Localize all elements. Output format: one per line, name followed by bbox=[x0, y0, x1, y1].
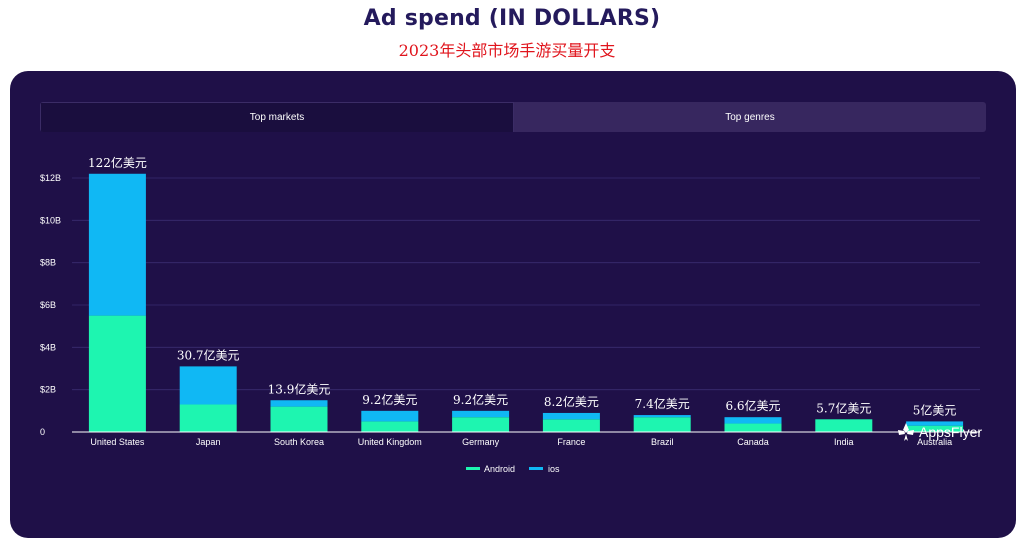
y-tick-label: 0 bbox=[40, 427, 45, 437]
bar-android-7 bbox=[724, 423, 782, 432]
x-tick-label: Germany bbox=[462, 437, 500, 447]
x-tick-label: United States bbox=[90, 437, 145, 447]
data-label: 9.2亿美元 bbox=[453, 392, 508, 407]
appsflyer-logo: AppsFlyer bbox=[895, 421, 982, 443]
chart-panel: Top markets Top genres bbox=[10, 71, 1016, 538]
bar-ios-9 bbox=[906, 421, 964, 426]
y-tick-label: $10B bbox=[40, 215, 61, 225]
data-label: 6.6亿美元 bbox=[725, 398, 780, 413]
bar-android-5 bbox=[542, 419, 600, 432]
y-tick-label: $8B bbox=[40, 258, 56, 268]
data-label: 13.9亿美元 bbox=[268, 381, 331, 396]
data-label: 5亿美元 bbox=[913, 402, 957, 417]
x-tick-label: South Korea bbox=[274, 437, 324, 447]
bar-android-8 bbox=[815, 419, 873, 432]
y-tick-label: $2B bbox=[40, 385, 56, 395]
x-tick-label: Australia bbox=[917, 437, 952, 447]
bar-ios-4 bbox=[452, 410, 510, 418]
tab-top-genres[interactable]: Top genres bbox=[725, 111, 775, 123]
data-label: 7.4亿美元 bbox=[635, 396, 690, 411]
brand-name: AppsFlyer bbox=[919, 424, 983, 440]
data-label: 122亿美元 bbox=[88, 155, 147, 170]
y-tick-label: $6B bbox=[40, 300, 56, 310]
data-label: 5.7亿美元 bbox=[816, 400, 871, 415]
y-tick-label: $12B bbox=[40, 173, 61, 183]
x-tick-label: Brazil bbox=[651, 437, 674, 447]
data-label: 9.2亿美元 bbox=[362, 392, 417, 407]
bar-android-2 bbox=[270, 406, 328, 432]
bar-ios-0 bbox=[88, 173, 146, 316]
bar-ios-2 bbox=[270, 400, 328, 407]
page-title: Ad spend (IN DOLLARS) bbox=[363, 6, 661, 31]
x-tick-label: India bbox=[834, 437, 854, 447]
appsflyer-logo-icon bbox=[898, 423, 914, 441]
legend-swatch-ios bbox=[529, 467, 543, 470]
bar-ios-7 bbox=[724, 417, 782, 424]
x-tick-label: Canada bbox=[737, 437, 769, 447]
bar-ios-6 bbox=[633, 415, 691, 418]
page-subtitle: 2023年头部市场手游买量开支 bbox=[398, 41, 616, 60]
bar-android-0 bbox=[88, 315, 146, 432]
bar-android-6 bbox=[633, 417, 691, 432]
tab-bar: Top markets Top genres bbox=[40, 102, 986, 132]
data-label: 30.7亿美元 bbox=[177, 347, 240, 362]
bar-android-1 bbox=[179, 404, 237, 432]
y-tick-label: $4B bbox=[40, 342, 56, 352]
x-tick-label: Japan bbox=[196, 437, 221, 447]
data-label: 8.2亿美元 bbox=[544, 394, 599, 409]
bar-ios-3 bbox=[361, 410, 419, 422]
legend-label-ios: ios bbox=[548, 464, 560, 474]
x-tick-label: United Kingdom bbox=[358, 437, 422, 447]
legend-swatch-android bbox=[466, 467, 480, 470]
legend-label-android: Android bbox=[484, 464, 515, 474]
tab-top-markets[interactable]: Top markets bbox=[40, 102, 514, 132]
bar-android-3 bbox=[361, 421, 419, 432]
x-tick-label: France bbox=[557, 437, 585, 447]
bar-ios-5 bbox=[542, 412, 600, 420]
bar-android-4 bbox=[452, 417, 510, 432]
bar-ios-1 bbox=[179, 366, 237, 405]
bar-android-9 bbox=[906, 425, 964, 432]
